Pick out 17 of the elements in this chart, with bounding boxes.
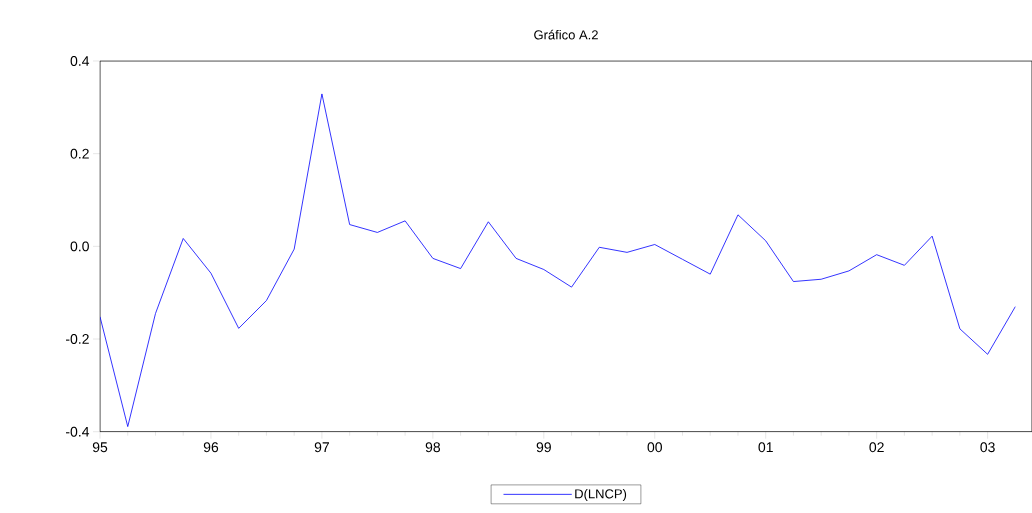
x-tick-label: 98 [425, 442, 441, 453]
x-tick-label: 96 [203, 442, 219, 453]
y-tick-label: -0.2 [65, 334, 89, 344]
x-tick-label: 02 [869, 442, 884, 453]
y-tick-label: -0.4 [65, 426, 90, 437]
x-tick-label: 97 [314, 442, 329, 453]
y-tick-label: 0.4 [70, 56, 90, 66]
line-series [100, 93, 1016, 427]
y-tick-label: 0.2 [70, 148, 89, 159]
text: D(LNCP) [575, 488, 627, 502]
y-tick-label: 0.0 [70, 241, 89, 252]
x-tick-label: 99 [536, 442, 551, 453]
x-tick-label: 01 [758, 442, 773, 453]
chart-title: Gráfico A.2 [534, 29, 598, 40]
x-tick-label: 03 [980, 442, 995, 453]
x-tick-label: 00 [647, 442, 662, 453]
x-tick-label: 95 [92, 442, 108, 453]
